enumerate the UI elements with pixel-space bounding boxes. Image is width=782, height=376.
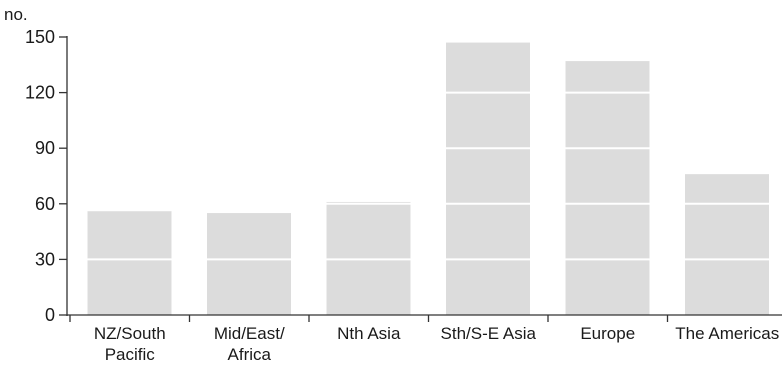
gridlines-group: [67, 36, 782, 261]
x-category-label-0-line-1: Pacific: [105, 345, 156, 364]
y-tick-label-90: 90: [35, 138, 55, 158]
bar-0: [87, 211, 172, 315]
x-category-label-4: Europe: [580, 324, 635, 343]
y-tick-label-30: 30: [35, 249, 55, 269]
x-category-label-0-line-0: NZ/South: [94, 324, 166, 343]
x-labels-group: NZ/South Pacific Mid/East/Africa Nth Asia St…: [94, 324, 779, 364]
bar-4: [565, 61, 650, 315]
bar-3: [446, 42, 530, 316]
x-category-label-1-line-0: Mid/East/: [214, 324, 285, 343]
bar-5: [685, 174, 769, 315]
x-category-label-2: Nth Asia: [337, 324, 401, 343]
axes-group: [66, 36, 782, 322]
x-category-label-1-line-1: Africa: [228, 345, 272, 364]
y-ticks-group: 0 30 60 90 120 150: [25, 27, 67, 325]
y-tick-label-60: 60: [35, 194, 55, 214]
y-axis-unit-label: no.: [4, 5, 28, 24]
bars-group: [87, 42, 769, 316]
y-tick-label-120: 120: [25, 83, 55, 103]
y-tick-label-150: 150: [25, 27, 55, 47]
x-category-label-3: Sth/S-E Asia: [441, 324, 537, 343]
x-category-label-5: The Americas: [675, 324, 779, 343]
y-tick-label-0: 0: [45, 305, 55, 325]
bar-1: [207, 213, 291, 315]
